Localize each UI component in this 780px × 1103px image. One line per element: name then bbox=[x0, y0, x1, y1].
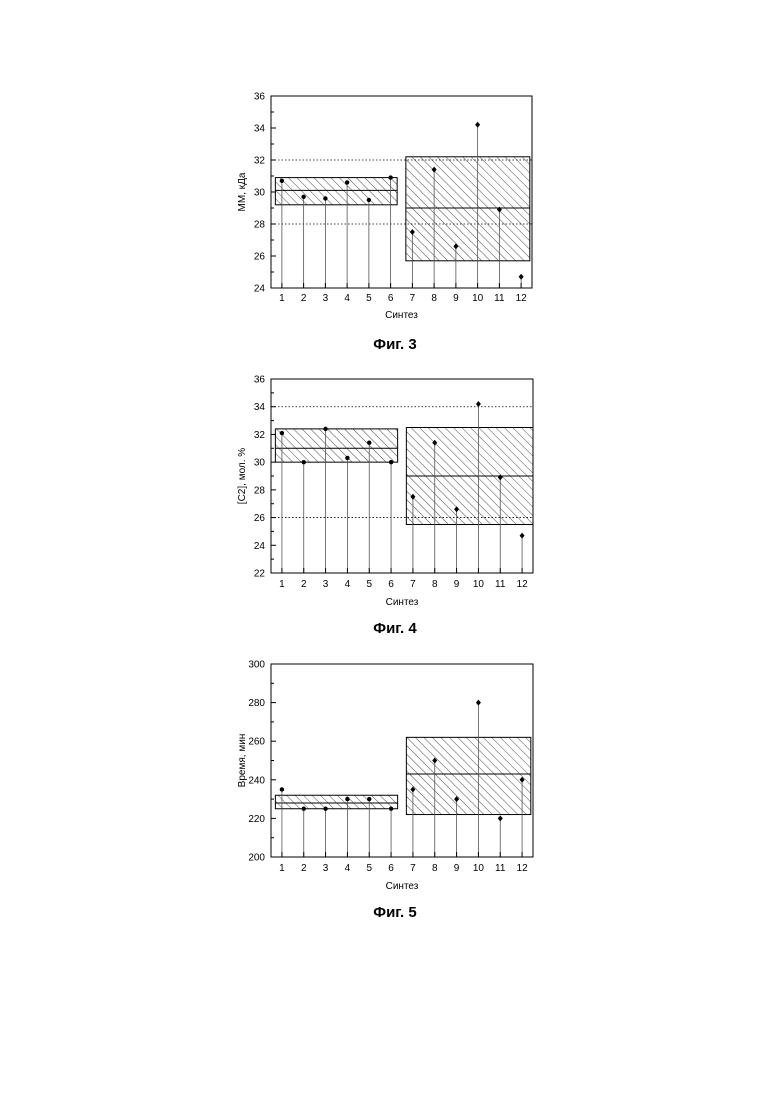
x-tick-label-3: 3 bbox=[323, 579, 329, 590]
x-tick-label-10: 10 bbox=[473, 579, 485, 590]
x-tick-label-11: 11 bbox=[495, 863, 506, 874]
group-box-1 bbox=[275, 178, 397, 205]
x-tick-label-9: 9 bbox=[454, 579, 460, 590]
data-point-6 bbox=[389, 807, 393, 811]
data-point-6 bbox=[389, 460, 393, 464]
data-point-3 bbox=[323, 196, 327, 200]
group-box-2 bbox=[406, 157, 530, 261]
chart-2: 2224262830323436123456789101112Синтез[C2… bbox=[237, 375, 533, 638]
x-tick-label-11: 11 bbox=[495, 579, 506, 590]
y-tick-label-300: 300 bbox=[248, 660, 265, 671]
x-tick-label-5: 5 bbox=[366, 863, 372, 874]
data-point-5 bbox=[367, 441, 371, 445]
x-tick-label-5: 5 bbox=[366, 579, 372, 590]
data-point-2 bbox=[301, 195, 305, 199]
x-tick-label-9: 9 bbox=[453, 293, 459, 304]
x-tick-label-6: 6 bbox=[388, 579, 394, 590]
group-box-1 bbox=[275, 429, 397, 462]
y-tick-label-26: 26 bbox=[254, 252, 266, 263]
data-point-10 bbox=[475, 122, 480, 128]
y-tick-label-30: 30 bbox=[254, 458, 266, 469]
y-tick-label-30: 30 bbox=[254, 188, 266, 199]
data-point-3 bbox=[323, 427, 327, 431]
y-tick-label-36: 36 bbox=[254, 92, 266, 103]
y-tick-label-26: 26 bbox=[254, 513, 266, 524]
data-point-1 bbox=[280, 179, 284, 183]
x-axis-label: Синтез bbox=[385, 310, 418, 321]
x-tick-label-8: 8 bbox=[432, 579, 438, 590]
x-tick-label-3: 3 bbox=[323, 293, 329, 304]
x-tick-label-1: 1 bbox=[279, 293, 285, 304]
x-tick-label-10: 10 bbox=[472, 293, 484, 304]
data-point-12 bbox=[519, 274, 524, 280]
x-tick-label-1: 1 bbox=[279, 863, 285, 874]
chart-1: 24262830323436123456789101112СинтезММ, к… bbox=[237, 92, 532, 354]
group-box-2 bbox=[406, 737, 530, 814]
x-tick-label-7: 7 bbox=[410, 293, 416, 304]
x-tick-label-4: 4 bbox=[345, 579, 351, 590]
y-tick-label-22: 22 bbox=[254, 569, 266, 580]
x-tick-label-2: 2 bbox=[301, 579, 307, 590]
figure-caption: Фиг. 4 bbox=[373, 620, 417, 637]
y-tick-label-280: 280 bbox=[248, 698, 265, 709]
x-axis-label: Синтез bbox=[386, 881, 419, 892]
y-tick-label-220: 220 bbox=[248, 814, 265, 825]
chart-3: 200220240260280300123456789101112СинтезВ… bbox=[237, 660, 533, 922]
group-box-1 bbox=[275, 795, 397, 809]
figure-caption: Фиг. 3 bbox=[373, 336, 416, 353]
data-point-1 bbox=[280, 787, 284, 791]
y-tick-label-36: 36 bbox=[254, 375, 266, 386]
data-point-6 bbox=[388, 175, 392, 179]
data-point-1 bbox=[280, 431, 284, 435]
y-tick-label-240: 240 bbox=[248, 775, 265, 786]
y-tick-label-34: 34 bbox=[254, 402, 266, 413]
y-axis-label: [C2], мол. % bbox=[237, 448, 248, 505]
data-point-10 bbox=[476, 700, 481, 706]
data-point-4 bbox=[345, 456, 349, 460]
y-tick-label-34: 34 bbox=[254, 124, 266, 135]
data-point-2 bbox=[302, 807, 306, 811]
data-point-4 bbox=[345, 180, 349, 184]
x-tick-label-11: 11 bbox=[494, 293, 505, 304]
y-tick-label-260: 260 bbox=[248, 737, 265, 748]
x-tick-label-9: 9 bbox=[454, 863, 460, 874]
x-tick-label-12: 12 bbox=[517, 579, 529, 590]
x-tick-label-2: 2 bbox=[301, 863, 307, 874]
x-tick-label-8: 8 bbox=[432, 863, 438, 874]
y-axis-label: Время, мин bbox=[237, 734, 248, 788]
data-point-10 bbox=[476, 401, 481, 407]
x-tick-label-6: 6 bbox=[388, 293, 394, 304]
figure-caption: Фиг. 5 bbox=[373, 904, 416, 921]
x-tick-label-7: 7 bbox=[410, 579, 416, 590]
x-tick-label-10: 10 bbox=[473, 863, 485, 874]
y-tick-label-24: 24 bbox=[254, 541, 266, 552]
data-point-2 bbox=[302, 460, 306, 464]
data-point-4 bbox=[345, 797, 349, 801]
data-point-5 bbox=[367, 198, 371, 202]
x-tick-label-3: 3 bbox=[323, 863, 329, 874]
x-tick-label-4: 4 bbox=[344, 293, 350, 304]
y-tick-label-28: 28 bbox=[254, 485, 266, 496]
x-tick-label-2: 2 bbox=[301, 293, 307, 304]
x-tick-label-8: 8 bbox=[431, 293, 437, 304]
y-tick-label-28: 28 bbox=[254, 220, 266, 231]
x-tick-label-7: 7 bbox=[410, 863, 416, 874]
x-tick-label-5: 5 bbox=[366, 293, 372, 304]
data-point-12 bbox=[520, 533, 525, 539]
x-tick-label-12: 12 bbox=[516, 293, 528, 304]
y-axis-label: ММ, кДа bbox=[237, 172, 248, 211]
y-tick-label-32: 32 bbox=[254, 156, 266, 167]
x-tick-label-1: 1 bbox=[279, 579, 285, 590]
data-point-11 bbox=[498, 815, 503, 821]
y-tick-label-32: 32 bbox=[254, 430, 266, 441]
x-tick-label-4: 4 bbox=[345, 863, 351, 874]
data-point-3 bbox=[323, 807, 327, 811]
y-tick-label-24: 24 bbox=[254, 284, 266, 295]
data-point-5 bbox=[367, 797, 371, 801]
x-tick-label-12: 12 bbox=[517, 863, 529, 874]
x-axis-label: Синтез bbox=[386, 597, 419, 608]
x-tick-label-6: 6 bbox=[388, 863, 394, 874]
y-tick-label-200: 200 bbox=[248, 853, 265, 864]
